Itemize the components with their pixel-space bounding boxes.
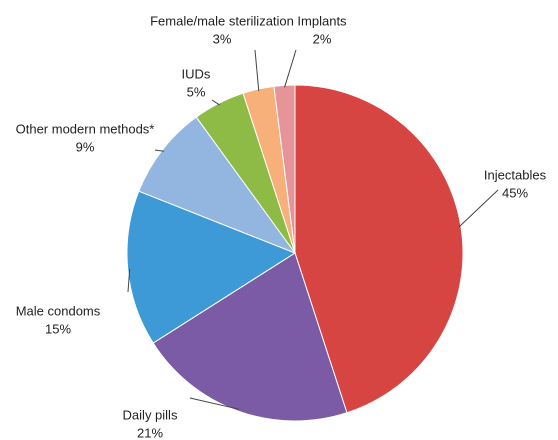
slice-value-label: 15% — [45, 321, 71, 336]
slice-value-label: 2% — [313, 31, 332, 46]
leader-line — [127, 268, 131, 293]
slice-value-label: 5% — [187, 84, 206, 99]
slice-label: Implants — [297, 13, 347, 28]
leader-line — [154, 149, 164, 152]
pie-slice — [152, 252, 348, 422]
slice-value-label: 9% — [76, 139, 95, 154]
leader-line — [189, 397, 239, 410]
pie-slice — [126, 190, 297, 344]
slice-label: Daily pills — [123, 407, 178, 422]
slice-value-label: 45% — [502, 185, 528, 200]
leader-line — [284, 49, 297, 88]
slice-label: Injectables — [484, 167, 547, 182]
slice-label: Other modern methods* — [16, 121, 155, 136]
slice-label: Female/male sterilization — [150, 13, 294, 28]
leader-line — [254, 49, 260, 92]
slice-value-label: 3% — [213, 31, 232, 46]
slice-value-label: 21% — [137, 425, 163, 440]
leader-line — [211, 99, 220, 106]
leader-line — [458, 189, 499, 228]
pie-slice — [138, 116, 297, 255]
slice-label: Male condoms — [16, 303, 101, 318]
slice-label: IUDs — [182, 66, 211, 81]
pie-slice — [294, 84, 464, 414]
pie-slice — [273, 84, 296, 254]
